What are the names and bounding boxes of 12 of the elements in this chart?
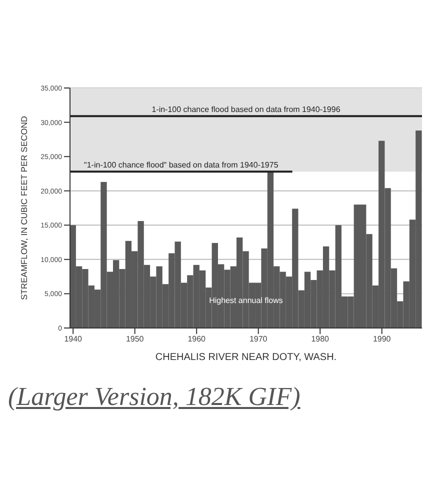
x-axis-title: CHEHALIS RIVER NEAR DOTY, WASH. xyxy=(155,352,337,363)
annotation: "1-in-100 chance flood" based on data from 1940-1975 xyxy=(84,160,279,170)
x-tick-label: 1990 xyxy=(372,334,392,344)
text: (Larger Version, 182K GIF) xyxy=(8,382,302,412)
x-tick-label: 1980 xyxy=(311,334,330,344)
annotation: Highest annual flows xyxy=(209,296,283,305)
x-tick-label: 1950 xyxy=(126,334,144,344)
ref-line-label: 1-in-100 chance flood based on data from 1940-1996 xyxy=(152,105,341,114)
x-tick-label: 1940 xyxy=(64,334,83,344)
y-axis-title: STREAMFLOW, IN CUBIC FEET PER SECOND xyxy=(19,116,30,300)
x-tick-label: 1960 xyxy=(188,334,206,344)
x-tick-label: 1970 xyxy=(249,334,268,344)
